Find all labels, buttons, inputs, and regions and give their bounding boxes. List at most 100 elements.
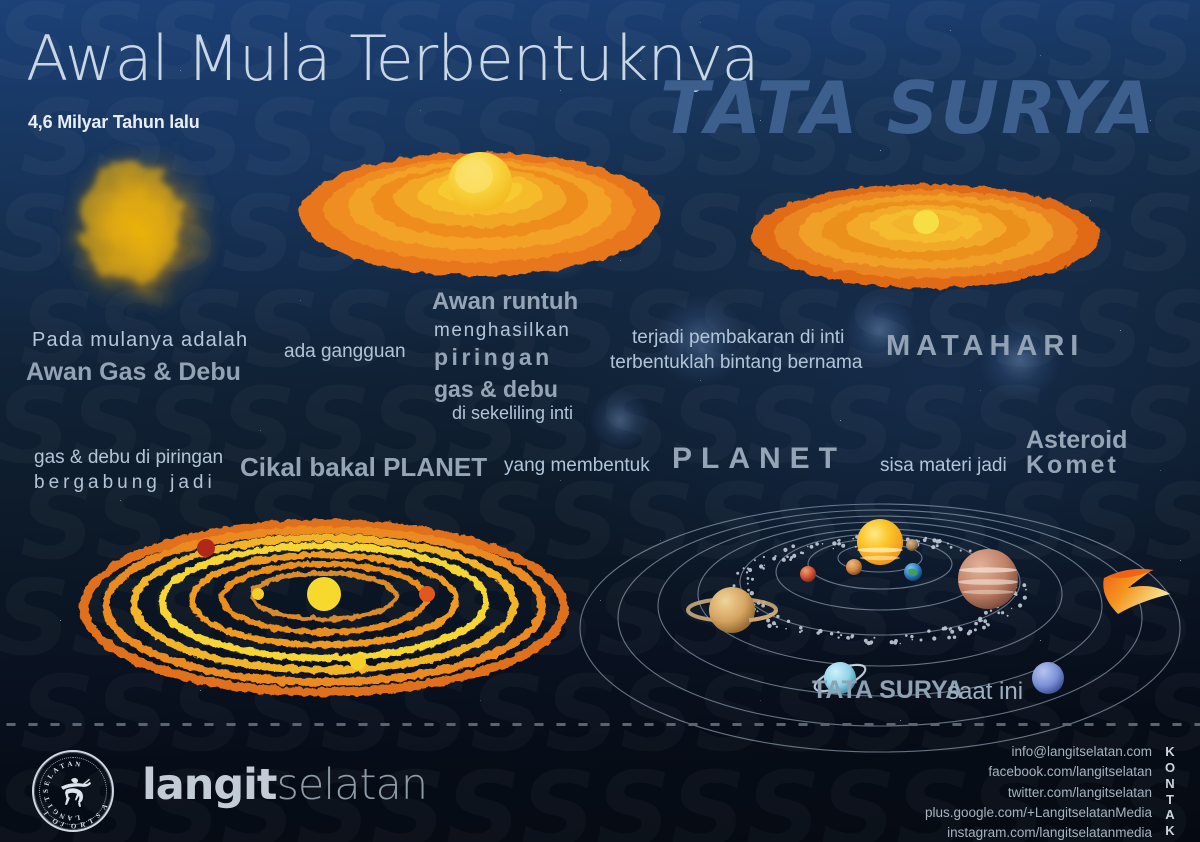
- mercury-icon: [906, 539, 918, 551]
- seal-char: O: [50, 817, 59, 827]
- watermark-letter: S: [1145, 288, 1196, 384]
- asteroid: [950, 630, 954, 634]
- watermark-letter: S: [446, 768, 521, 842]
- asteroid: [943, 626, 947, 630]
- contact-item[interactable]: plus.google.com/+LangitselatanMedia: [925, 803, 1152, 823]
- asteroid: [990, 610, 992, 612]
- asteroid: [810, 545, 814, 549]
- asteroid: [838, 542, 841, 545]
- brand-bold: langit: [142, 760, 276, 810]
- contact-item[interactable]: info@langitselatan.com: [925, 742, 1152, 762]
- asteroid: [791, 544, 795, 548]
- contact-item[interactable]: facebook.com/langitselatan: [925, 762, 1152, 782]
- seal-char: A: [67, 814, 73, 823]
- sagittarius-figure-icon: [53, 774, 93, 810]
- asteroid: [733, 584, 736, 587]
- watermark-letter: S: [596, 768, 671, 842]
- star: [980, 390, 981, 391]
- kontak-char: K: [1164, 744, 1178, 760]
- neptune-icon: [1032, 662, 1064, 694]
- stage5-label: Cikal bakal PLANET: [240, 454, 487, 480]
- asteroid: [949, 629, 951, 631]
- jupiter-icon: [958, 549, 1018, 609]
- asteroid: [787, 620, 790, 623]
- asteroid: [762, 567, 765, 570]
- asteroid: [802, 552, 805, 555]
- planetesimal: [252, 588, 264, 600]
- asteroid: [763, 556, 765, 558]
- asteroid: [984, 611, 988, 615]
- seal-char: R: [80, 821, 86, 830]
- asteroid: [968, 630, 972, 634]
- display-title: TATA SURYA: [660, 72, 1157, 144]
- stage3-line3: piringan: [434, 346, 553, 369]
- asteroid: [756, 610, 758, 612]
- seal-char: T: [88, 817, 95, 826]
- asteroid: [969, 550, 972, 553]
- star: [880, 150, 881, 151]
- asteroid: [776, 615, 779, 618]
- seal-char: E: [43, 780, 52, 787]
- asteroid: [893, 641, 897, 645]
- stage4-line1: terjadi pembakaran di inti: [632, 328, 844, 347]
- contact-item[interactable]: twitter.com/langitselatan: [925, 783, 1152, 803]
- planetesimal-disk-icon: [78, 516, 568, 696]
- asteroid: [832, 541, 836, 545]
- star: [420, 110, 421, 111]
- star: [300, 300, 301, 301]
- asteroid: [978, 618, 982, 622]
- comet-icon: [1103, 569, 1170, 614]
- asteroid: [982, 626, 986, 630]
- asteroid: [816, 631, 820, 635]
- stage2-caption: ada gangguan: [284, 342, 406, 361]
- asteroid: [751, 578, 754, 581]
- asteroid: [833, 548, 834, 549]
- contact-list: info@langitselatan.com facebook.com/langi…: [925, 742, 1152, 842]
- asteroid: [830, 632, 833, 635]
- asteroid: [764, 565, 765, 566]
- stage5-line1: gas & debu di piringan: [34, 448, 223, 467]
- seal-char: A: [67, 760, 73, 769]
- asteroid: [736, 572, 739, 575]
- asteroid: [947, 543, 949, 545]
- asteroid: [927, 629, 930, 632]
- asteroid: [997, 611, 1000, 614]
- asteroid: [890, 640, 894, 644]
- solar-system-caption-bold: TATA SURYA: [812, 678, 963, 703]
- asteroid: [776, 626, 778, 628]
- contact-item[interactable]: instagram.com/langitselatanmedia: [925, 823, 1152, 842]
- asteroid: [786, 556, 789, 559]
- stage3-line4: gas & debu: [434, 378, 558, 401]
- asteroid: [767, 624, 771, 628]
- star: [600, 600, 601, 601]
- seal-char: T: [43, 795, 52, 802]
- planetesimal: [350, 654, 366, 670]
- asteroid: [785, 628, 787, 630]
- asteroid: [799, 626, 803, 630]
- star: [950, 30, 951, 31]
- asteroid: [766, 619, 770, 623]
- asteroid: [873, 637, 875, 639]
- asteroid: [983, 619, 987, 623]
- stage5-line2: bergabung jadi: [34, 473, 216, 492]
- asteroid: [815, 542, 819, 546]
- asteroid: [743, 567, 745, 569]
- star: [1160, 470, 1161, 471]
- asteroid: [958, 626, 961, 629]
- asteroid: [747, 583, 749, 585]
- asteroid: [807, 546, 808, 547]
- asteroid: [960, 549, 962, 551]
- stage1-caption-line2: Awan Gas & Debu: [26, 360, 241, 385]
- page-title: Awal Mula Terbentuknya: [26, 28, 759, 90]
- asteroid: [1025, 589, 1027, 591]
- stage1-caption-line1: Pada mulanya adalah: [32, 330, 248, 350]
- seal-char: O: [70, 822, 76, 831]
- asteroid: [947, 636, 951, 640]
- star: [840, 420, 841, 421]
- star-glow: [590, 390, 650, 450]
- stage4-line2: terbentuklah bintang bernama: [610, 353, 862, 372]
- watermark-letter: S: [1121, 192, 1196, 288]
- solar-system-caption-light: saat ini: [947, 680, 1023, 704]
- stage7-caption: sisa materi jadi: [880, 456, 1007, 475]
- venus-icon: [846, 559, 862, 575]
